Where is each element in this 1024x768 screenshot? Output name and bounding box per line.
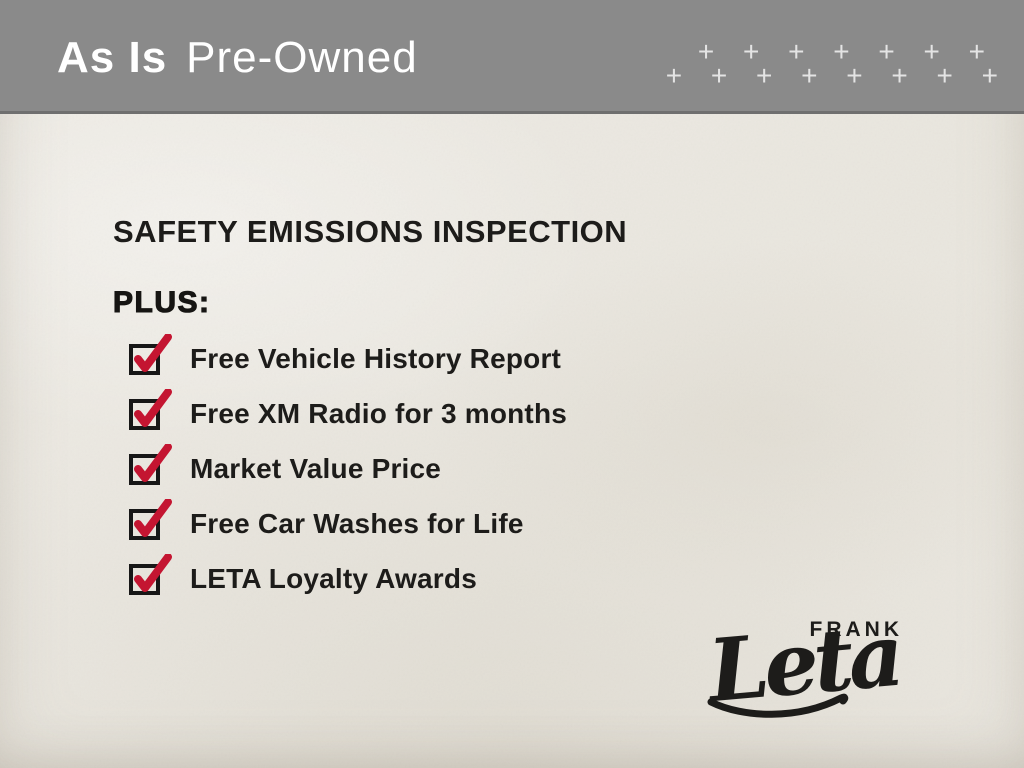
list-item: Free XM Radio for 3 months (128, 386, 567, 441)
list-item: LETA Loyalty Awards (128, 551, 567, 606)
leta-script-wordmark: Leta (701, 610, 903, 722)
list-item-label: Market Value Price (190, 452, 442, 484)
list-item-label: Free Vehicle History Report (190, 342, 562, 374)
checked-checkbox-icon (129, 334, 172, 375)
plus-pattern-bottom-icon: + + + + + + + + (665, 60, 998, 91)
list-item-label: LETA Loyalty Awards (190, 562, 477, 594)
slide-title-secondary: Pre-Owned (186, 33, 418, 82)
checked-checkbox-icon (129, 444, 172, 485)
header-bar: As Is Pre-Owned + + + + + + + + + + + + +… (0, 0, 1024, 114)
slide-title: As Is Pre-Owned (57, 36, 418, 80)
section-title: SAFETY EMISSIONS INSPECTION (113, 214, 628, 249)
list-item: Free Car Washes for Life (128, 496, 567, 551)
frank-leta-logo: Leta FRANK (693, 610, 911, 722)
checklist: Free Vehicle History Report Free XM Radi… (128, 331, 567, 606)
checked-checkbox-icon (129, 499, 172, 540)
checked-checkbox-icon (129, 554, 172, 595)
list-intro-label: PLUS: (112, 285, 211, 319)
checked-checkbox-icon (129, 389, 172, 430)
leta-script-text: Leta (701, 610, 903, 722)
list-item: Market Value Price (128, 441, 567, 496)
list-item: Free Vehicle History Report (128, 331, 567, 386)
list-item-label: Free Car Washes for Life (190, 507, 524, 539)
slide-title-primary: As Is (57, 33, 168, 82)
plus-pattern-top-icon: + + + + + + + (697, 36, 985, 67)
logo-swoosh (707, 693, 849, 718)
list-item-label: Free XM Radio for 3 months (190, 397, 568, 429)
frank-wordmark: FRANK (809, 618, 903, 641)
